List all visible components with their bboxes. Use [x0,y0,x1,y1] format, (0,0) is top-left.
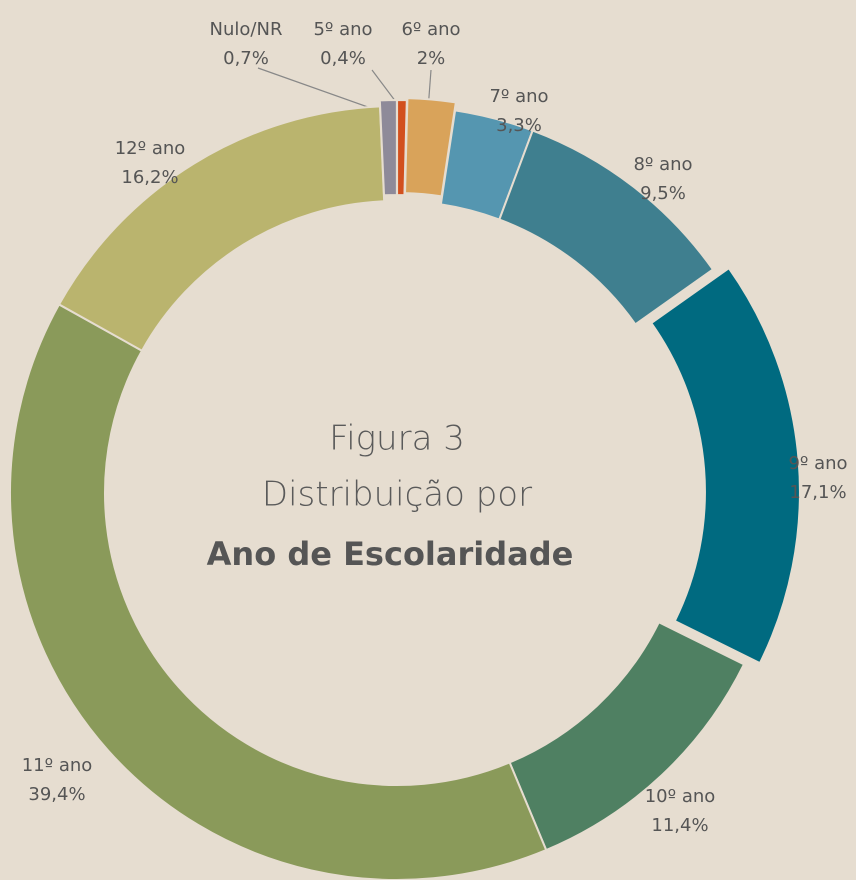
value-label: 17,1% [789,482,846,503]
category-label: 6º ano [401,19,460,40]
value-label: 0,4% [320,48,366,69]
leader-line [257,67,383,113]
category-label: 5º ano [313,19,372,40]
category-label: 9º ano [788,453,847,474]
category-label: 11º ano [22,755,93,776]
donut-segment [498,129,715,326]
value-label: 16,2% [121,167,178,188]
value-label: 39,4% [28,784,85,805]
donut-segment [649,266,801,665]
value-label: 11,4% [651,815,708,836]
chart-title: Distribuição por [262,475,532,515]
donut-segment [378,99,398,197]
chart-title: Ano de Escolaridade [207,535,574,573]
value-label: 0,7% [223,48,269,69]
category-label: 7º ano [489,86,548,107]
value-label: 9,5% [640,183,686,204]
donut-segment [9,303,548,880]
category-label: 10º ano [645,786,716,807]
category-label: Nulo/NR [210,19,283,40]
value-label: 2% [417,48,446,69]
value-label: 3,3% [496,115,542,136]
category-label: 12º ano [115,138,186,159]
category-label: 8º ano [633,154,692,175]
chart-title: Figura 3 [329,419,465,459]
